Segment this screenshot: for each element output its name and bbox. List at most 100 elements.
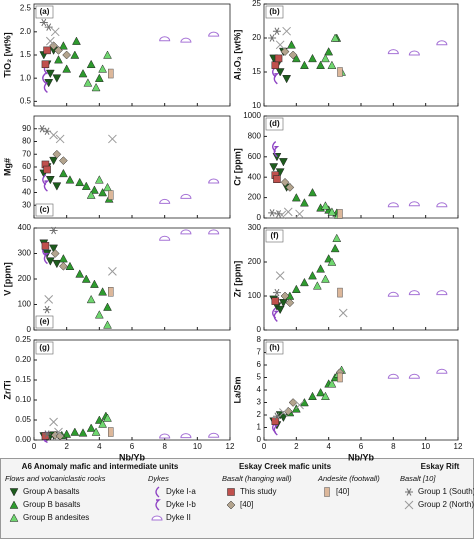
y-tick-label: 200 — [248, 257, 262, 266]
data-point — [271, 417, 280, 425]
legend-marker — [155, 499, 161, 511]
data-point — [208, 229, 220, 235]
y-tick-label: 10 — [252, 101, 261, 110]
data-point — [91, 82, 101, 92]
x-tick-label: 0 — [32, 442, 37, 451]
data-point — [308, 187, 317, 197]
legend-title: Eskay Creek mafic units — [239, 462, 332, 471]
data-point — [45, 176, 55, 185]
data-point — [103, 302, 112, 311]
data-point — [75, 177, 85, 187]
data-point — [49, 417, 58, 427]
legend-label: Dyke I-a — [166, 487, 196, 496]
data-point — [44, 295, 54, 304]
data-point — [42, 72, 47, 84]
data-point — [273, 146, 280, 158]
data-point — [337, 67, 343, 77]
data-point — [44, 23, 53, 31]
data-point — [387, 49, 399, 55]
data-point — [273, 175, 281, 183]
y-axis-label: La/Sm — [232, 376, 242, 403]
data-point — [285, 298, 295, 308]
y-tick-label: 2 — [257, 410, 262, 419]
y-tick-label: 80 — [22, 137, 31, 146]
data-point — [299, 198, 309, 207]
x-tick-label: 4 — [326, 442, 331, 451]
legend-marker — [405, 488, 413, 496]
y-tick-label: 300 — [18, 249, 32, 258]
data-point — [45, 257, 55, 266]
plot-frame — [33, 339, 231, 441]
x-tick-label: 4 — [97, 442, 102, 451]
y-tick-label: 90 — [22, 124, 31, 133]
plot-frame — [263, 115, 459, 219]
data-point — [70, 427, 80, 436]
data-point — [41, 242, 50, 250]
data-point — [283, 207, 293, 217]
data-point — [86, 294, 96, 304]
data-point — [62, 429, 72, 438]
x-tick-label: 8 — [391, 442, 396, 451]
data-point — [81, 274, 91, 283]
panel-label-box — [35, 341, 54, 355]
data-point — [50, 27, 60, 37]
data-point — [98, 187, 108, 197]
data-point — [316, 387, 326, 397]
data-point — [280, 47, 290, 56]
data-point — [43, 180, 50, 192]
data-point — [278, 299, 288, 308]
y-tick-label: 2.0 — [20, 27, 32, 36]
y-tick-label: 100 — [18, 300, 32, 309]
legend-marker — [324, 487, 330, 497]
data-point — [54, 46, 63, 55]
legend-heading: Flows and volcaniclastic rocks — [5, 474, 106, 483]
data-point — [436, 40, 448, 46]
data-point — [81, 181, 91, 190]
y-tick-label: 800 — [248, 132, 262, 141]
legend-heading: Dykes — [148, 474, 169, 483]
data-point — [312, 281, 322, 290]
data-point — [52, 259, 62, 269]
data-point — [159, 36, 171, 42]
data-point — [408, 201, 420, 207]
y-tick-label: 1 — [257, 423, 262, 432]
legend-label: Group 2 (North) — [418, 500, 474, 509]
legend-marker — [151, 515, 163, 521]
y-tick-label: 0 — [257, 435, 262, 444]
legend-title: Eskay Rift — [421, 462, 460, 471]
x-tick-label: 8 — [162, 442, 167, 451]
data-point — [90, 185, 99, 194]
data-point — [280, 291, 290, 301]
y-tick-label: 0.05 — [15, 415, 31, 424]
data-point — [180, 433, 192, 439]
data-point — [436, 202, 448, 208]
y-tick-label: 15 — [252, 67, 261, 76]
panel-label-box — [265, 5, 284, 19]
data-point — [94, 175, 104, 184]
y-tick-label: 0.20 — [15, 355, 31, 364]
legend-marker — [155, 486, 160, 498]
legend-label: Group B andesites — [23, 513, 89, 522]
panel-label-box — [35, 315, 54, 329]
y-axis-label: Zr/Ti — [2, 380, 12, 399]
data-point — [308, 271, 317, 280]
x-tick-label: 10 — [421, 442, 430, 451]
data-point — [275, 271, 285, 280]
data-point — [275, 305, 285, 315]
data-point — [43, 305, 52, 314]
data-point — [70, 50, 80, 59]
data-point — [408, 290, 420, 296]
data-point — [43, 252, 50, 265]
data-point — [324, 47, 334, 56]
data-point — [78, 69, 88, 78]
x-tick-label: 0 — [262, 442, 267, 451]
data-point — [291, 193, 301, 202]
legend-title: A6 Anomaly mafic and intermediate units — [22, 462, 179, 471]
data-point — [321, 53, 330, 63]
data-point — [108, 134, 117, 144]
y-tick-label: 60 — [22, 162, 31, 171]
panel-label-box — [35, 5, 54, 19]
legend-marker — [9, 488, 19, 497]
data-point — [387, 291, 399, 297]
